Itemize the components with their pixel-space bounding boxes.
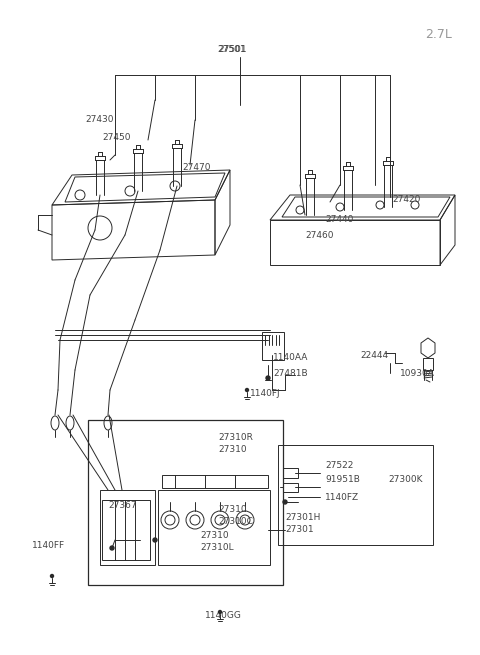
Text: 27460: 27460 — [305, 231, 334, 240]
Text: 91951B: 91951B — [325, 476, 360, 485]
Circle shape — [245, 388, 249, 392]
Circle shape — [218, 610, 221, 614]
Text: 27430: 27430 — [85, 115, 113, 124]
Text: 1140GG: 1140GG — [205, 610, 242, 620]
Text: 27440: 27440 — [325, 215, 353, 225]
Text: 22444: 22444 — [360, 350, 388, 360]
Text: 1140AA: 1140AA — [273, 354, 308, 362]
Text: 1140FF: 1140FF — [32, 540, 65, 550]
Text: 27301H: 27301H — [285, 514, 320, 523]
Text: 27450: 27450 — [102, 134, 131, 143]
Text: 27310C: 27310C — [218, 517, 253, 527]
Text: 27501: 27501 — [218, 45, 247, 54]
Text: 27310: 27310 — [218, 445, 247, 455]
Text: 27300K: 27300K — [388, 476, 422, 485]
Text: 27522: 27522 — [325, 460, 353, 470]
Text: 27470: 27470 — [182, 164, 211, 172]
Text: 1140FJ: 1140FJ — [250, 388, 281, 398]
Text: 10930A: 10930A — [400, 369, 435, 377]
Text: 2.7L: 2.7L — [425, 29, 452, 41]
Circle shape — [283, 500, 287, 504]
Text: 1140FZ: 1140FZ — [325, 493, 359, 502]
Circle shape — [153, 538, 157, 542]
Bar — [278, 445, 433, 545]
Text: 27420: 27420 — [392, 195, 420, 204]
Text: 27501: 27501 — [217, 45, 246, 54]
Text: 27367: 27367 — [108, 500, 137, 510]
Text: 27310: 27310 — [218, 506, 247, 514]
Circle shape — [110, 546, 114, 550]
Text: 27310L: 27310L — [200, 544, 234, 553]
Text: 27301: 27301 — [285, 525, 313, 534]
Text: 27481B: 27481B — [273, 369, 308, 377]
Text: 27310R: 27310R — [218, 432, 253, 441]
Bar — [88, 420, 283, 585]
Bar — [262, 332, 284, 360]
Circle shape — [50, 574, 53, 578]
Circle shape — [266, 376, 270, 380]
Text: 27310: 27310 — [200, 531, 228, 540]
